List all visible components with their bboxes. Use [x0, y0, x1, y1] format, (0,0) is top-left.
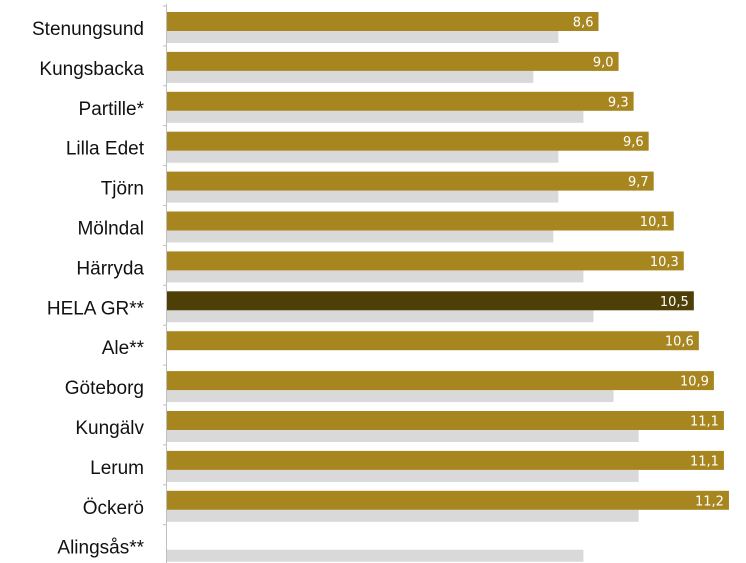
bar-secondary — [167, 509, 639, 522]
bar-primary — [167, 411, 724, 430]
bar-primary — [167, 331, 699, 351]
bar-secondary — [167, 469, 639, 482]
data-label: 9,0 — [593, 55, 614, 70]
bar-primary — [167, 450, 724, 470]
bar-secondary — [167, 110, 584, 123]
data-label: 10,9 — [680, 375, 709, 390]
data-label: 9,7 — [628, 175, 649, 190]
bar-secondary — [167, 70, 534, 83]
bar-primary — [167, 131, 649, 151]
category-label: Göteborg — [65, 378, 144, 399]
category-label: Stenungsund — [32, 19, 144, 40]
category-label: Lilla Edet — [66, 139, 145, 160]
bar-primary — [167, 171, 654, 191]
bar-secondary — [167, 549, 584, 562]
data-label: 8,6 — [573, 16, 594, 31]
bar-primary — [167, 490, 729, 510]
category-label: Lerum — [90, 458, 144, 479]
category-label: Tjörn — [101, 179, 144, 200]
data-label: 10,6 — [665, 335, 694, 350]
bar-primary — [167, 291, 694, 311]
bar-primary — [167, 91, 634, 111]
bar-primary — [167, 51, 619, 71]
category-label: Ale** — [102, 338, 145, 359]
category-label: Öckerö — [83, 498, 144, 519]
category-label: Alingsås** — [57, 538, 144, 559]
category-label: HELA GR** — [47, 298, 145, 319]
bar-secondary — [167, 310, 594, 323]
data-label: 10,3 — [650, 255, 679, 270]
data-label: 9,6 — [623, 135, 644, 150]
bar-secondary — [167, 270, 584, 283]
data-label: 9,3 — [608, 95, 629, 110]
bar-secondary — [167, 150, 559, 163]
data-label: 10,5 — [660, 295, 689, 310]
category-label: Partille* — [79, 99, 145, 120]
bar-primary — [167, 371, 714, 391]
category-label: Kungälv — [75, 418, 144, 439]
bar-secondary — [167, 390, 614, 403]
bar-secondary — [167, 190, 559, 203]
bar-secondary — [167, 230, 554, 243]
bar-primary — [167, 211, 674, 231]
bar-secondary — [167, 430, 639, 442]
bar-secondary — [167, 31, 559, 43]
category-label: Härryda — [76, 258, 144, 279]
data-label: 11,2 — [695, 494, 724, 509]
bar-primary — [167, 12, 599, 31]
data-label: 10,1 — [640, 215, 669, 230]
data-label: 11,1 — [690, 454, 719, 469]
data-label: 11,1 — [690, 415, 719, 430]
category-label: Kungsbacka — [39, 59, 144, 80]
category-label: Mölndal — [77, 219, 144, 240]
bar-primary — [167, 251, 684, 271]
